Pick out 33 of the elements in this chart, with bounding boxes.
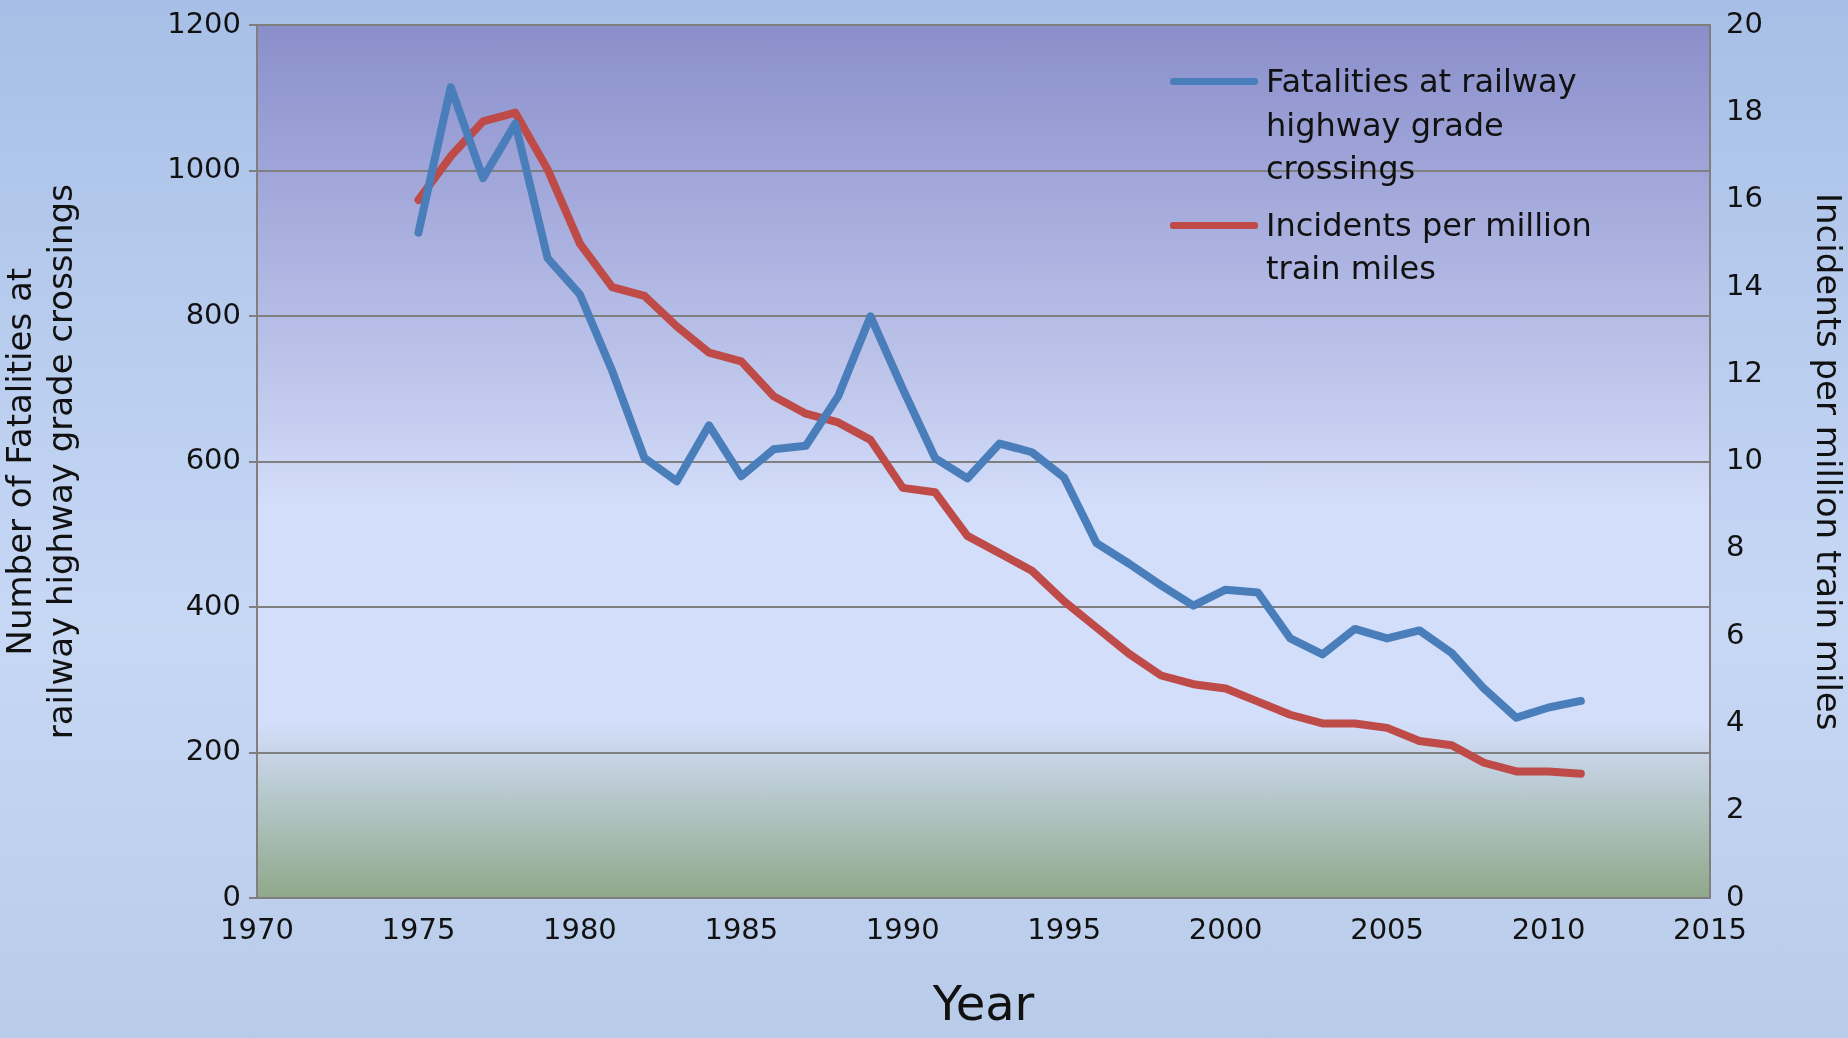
y2-tick-label: 6 — [1726, 616, 1745, 651]
y-tick-label: 1000 — [167, 151, 241, 186]
x-tick-label: 2010 — [1511, 911, 1586, 946]
y-tick-label: 400 — [185, 587, 241, 622]
y-tick-label: 1200 — [167, 5, 241, 40]
y2-tick-label: 0 — [1726, 878, 1745, 913]
y2-tick-label: 12 — [1726, 354, 1763, 389]
y2-tick-label: 8 — [1726, 529, 1745, 564]
y2-tick-label: 4 — [1726, 704, 1745, 739]
x-tick-label: 1990 — [865, 911, 940, 946]
y2-tick-label: 2 — [1726, 791, 1745, 826]
y-tick-label: 600 — [185, 442, 241, 477]
x-tick-label: 1970 — [220, 911, 294, 946]
x-tick-label: 1975 — [381, 911, 456, 946]
x-tick-label: 2005 — [1350, 911, 1425, 946]
y-axis-title: Number of Fatalities at railway highway grade crossings — [0, 184, 81, 740]
legend-label: Incidents per million train miles — [1266, 204, 1593, 290]
x-tick-label: 2015 — [1673, 911, 1747, 946]
y2-tick-label: 18 — [1726, 93, 1763, 128]
y-tick-label: 0 — [222, 878, 241, 913]
x-tick-label: 1980 — [542, 911, 617, 946]
y2-axis-title: Incidents per million train miles — [1808, 192, 1848, 731]
y-tick-label: 800 — [185, 296, 241, 331]
y-tick-label: 200 — [185, 733, 241, 768]
x-tick-label: 1995 — [1027, 911, 1102, 946]
legend-label: Fatalities at railway highway grade crossings — [1266, 61, 1578, 189]
x-tick-label: 1985 — [704, 911, 779, 946]
x-tick-label: 2000 — [1188, 911, 1263, 946]
x-axis-title: Year — [931, 974, 1035, 1031]
y2-tick-label: 16 — [1726, 180, 1763, 215]
y2-tick-label: 10 — [1726, 442, 1763, 477]
y2-tick-label: 14 — [1726, 267, 1763, 302]
y2-tick-label: 20 — [1726, 5, 1763, 40]
